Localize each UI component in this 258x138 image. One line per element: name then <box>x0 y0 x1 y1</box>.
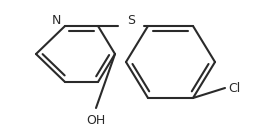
Text: OH: OH <box>86 113 106 127</box>
Text: Cl: Cl <box>228 82 240 95</box>
Text: N: N <box>51 14 61 26</box>
Text: S: S <box>127 14 135 26</box>
